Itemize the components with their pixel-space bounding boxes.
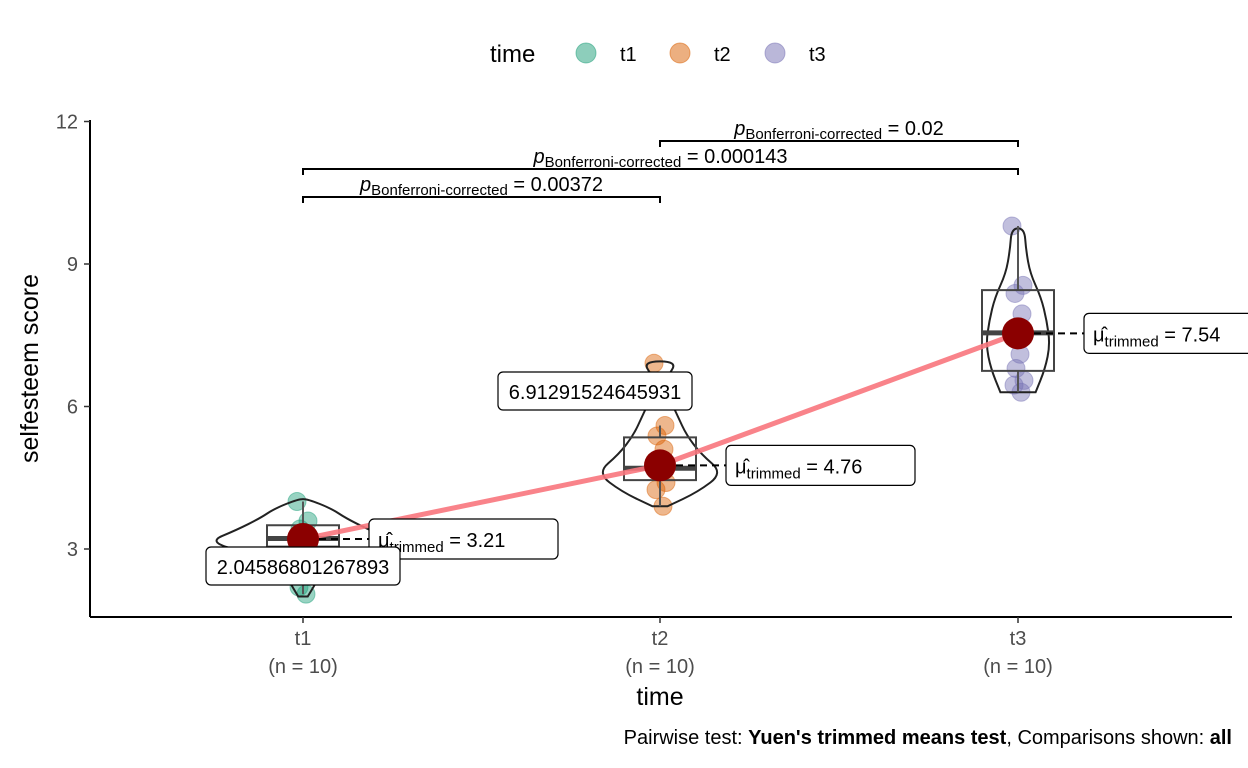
x-tick-label: t3: [1010, 628, 1027, 650]
outlier-label-box: [497, 371, 693, 411]
y-tick-label: 3: [67, 539, 78, 561]
significance-bracket: [302, 196, 661, 203]
p-value-label: pBonferroni-corrected = 0.02: [733, 118, 944, 143]
caption: Pairwise test: Yuen's trimmed means test…: [624, 727, 1232, 749]
legend: time t1 t2 t3: [490, 41, 826, 68]
x-tick-label: t1: [295, 628, 312, 650]
legend-key-t3: [764, 42, 786, 64]
mean-annotation-t3: μ̂trimmed = 7.54: [1002, 312, 1248, 354]
x-tick-n-label: (n = 10): [268, 656, 337, 678]
data-point: [1006, 359, 1026, 378]
outlier-label-text: 2.04586801267893: [217, 557, 389, 579]
outlier-label-t2: 6.91291524645931: [497, 371, 693, 411]
violin-t3: [985, 227, 1051, 394]
comparison-t2-t3: pBonferroni-corrected = 0.02: [659, 118, 1019, 147]
data-point: [287, 492, 307, 511]
mean-label-box: [1083, 312, 1248, 354]
comparison-t1-t3: pBonferroni-corrected = 0.000143: [302, 146, 1019, 175]
significance-bracket: [302, 168, 1019, 175]
data-point: [647, 426, 667, 446]
data-point: [1005, 283, 1025, 303]
legend-label-t1: t1: [620, 44, 637, 66]
outlier-label-box: [205, 546, 401, 586]
axes: 3 6 9 12 t1 (n = 10) t2 (n = 10) t3 (n = 10) time s…: [16, 112, 1232, 711]
p-value-label: pBonferroni-corrected = 0.000143: [532, 146, 787, 171]
legend-key-t1: [575, 42, 597, 64]
trimmed-mean-point: [644, 449, 676, 482]
outlier-label-t1: 2.04586801267893: [205, 546, 401, 586]
legend-title: time: [490, 41, 535, 68]
comparison-t1-t2: pBonferroni-corrected = 0.00372: [302, 174, 661, 203]
p-value-label: pBonferroni-corrected = 0.00372: [359, 174, 603, 199]
x-tick-label: t2: [652, 628, 669, 650]
group-t3: [981, 216, 1055, 402]
mean-label-box: [725, 444, 916, 486]
legend-key-t2: [669, 42, 691, 64]
mean-annotation-t2: μ̂trimmed = 4.76: [644, 444, 916, 486]
outlier-label-text: 6.91291524645931: [509, 382, 681, 404]
y-tick-label: 6: [67, 397, 78, 419]
x-tick-n-label: (n = 10): [625, 656, 694, 678]
y-tick-label: 9: [67, 254, 78, 276]
x-tick-n-label: (n = 10): [983, 656, 1052, 678]
mean-label-box: [368, 518, 559, 560]
violin-t2: [601, 360, 719, 508]
significance-bracket: [659, 140, 1019, 147]
trimmed-mean-point: [1002, 317, 1034, 350]
x-axis-title: time: [636, 683, 683, 711]
y-tick-label: 12: [56, 112, 78, 134]
legend-label-t2: t2: [714, 44, 731, 66]
y-axis-title: selfesteem score: [16, 274, 44, 463]
data-point: [646, 480, 666, 500]
mean-label-text: μ̂trimmed = 4.76: [735, 456, 862, 482]
legend-label-t3: t3: [809, 44, 826, 66]
